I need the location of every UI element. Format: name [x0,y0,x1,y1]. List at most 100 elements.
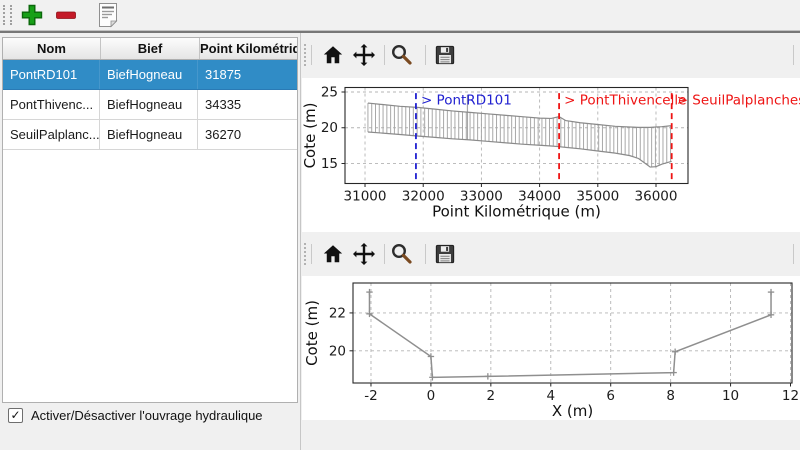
structures-panel: Nom Bief Point Kilométrique PontRD101 Bi… [0,33,300,450]
table-row[interactable]: PontThivenc... BiefHogneau 34335 [3,90,297,120]
toolbar-drag-handle[interactable] [304,243,309,265]
cell-bief: BiefHogneau [100,120,198,149]
structure-marker-label: > SeuilPalplanches [677,93,800,109]
cell-bief: BiefHogneau [100,60,198,89]
svg-text:22: 22 [329,305,346,321]
svg-text:25: 25 [321,85,338,101]
home-button[interactable] [319,41,347,69]
toolbar-separator [793,45,794,65]
svg-text:32000: 32000 [402,189,445,205]
enable-structure-label[interactable]: Activer/Désactiver l'ouvrage hydraulique [31,407,263,423]
table-row[interactable]: SeuilPalplanc... BiefHogneau 36270 [3,120,297,150]
toolbar-separator [311,45,312,65]
toolbar-drag-handle[interactable] [3,5,12,25]
svg-text:-2: -2 [364,388,377,404]
toolbar-drag-handle[interactable] [304,44,309,66]
home-icon [323,245,343,263]
svg-text:8: 8 [666,388,675,404]
plots-panel: > PontRD101 > PontThivencelle > SeuilPalpl… [301,33,800,450]
svg-text:2: 2 [487,388,496,404]
svg-text:33000: 33000 [460,189,503,205]
profile-plot-toolbar [302,33,800,77]
minus-icon [56,11,76,19]
column-header-nom[interactable]: Nom [3,38,101,59]
y-axis-label: Cote (m) [302,103,319,169]
magnifier-icon [391,243,412,264]
profile-series [367,94,672,168]
svg-text:35000: 35000 [576,189,619,205]
svg-text:12: 12 [782,388,799,404]
section-figure: -2 0 2 4 6 8 10 12 20 22 X (m) Cote (m) [302,276,800,420]
add-structure-button[interactable] [18,2,46,28]
cell-pk: 36270 [205,127,242,142]
svg-text:34000: 34000 [518,189,561,205]
structure-marker-label: > PontThivencelle [564,93,686,109]
remove-structure-button[interactable] [52,2,80,28]
svg-text:6: 6 [606,388,615,404]
axis-labels: Point Kilométrique (m) Cote (m) [302,103,601,221]
profile-figure: > PontRD101 > PontThivencelle > SeuilPalpl… [302,78,800,232]
cell-nom: SeuilPalplanc... [3,120,100,149]
structure-annotations: > PontRD101 > PontThivencelle> SeuilPalpl… [415,93,800,184]
toolbar-separator [311,244,312,264]
zoom-button[interactable] [388,240,416,268]
axis-labels: X (m) Cote (m) [303,300,593,420]
edit-structure-button[interactable] [94,2,122,28]
svg-text:0: 0 [427,388,436,404]
checkmark-icon: ✓ [10,407,21,422]
cell-pk: 31875 [205,67,242,82]
y-axis-label: Cote (m) [303,300,321,366]
svg-text:20: 20 [329,343,346,359]
magnifier-icon [391,44,412,65]
cell-bief: BiefHogneau [100,90,198,119]
svg-text:4: 4 [546,388,555,404]
toolbar-shadow-line [0,31,800,33]
section-chart-canvas[interactable]: -2 0 2 4 6 8 10 12 20 22 X (m) Cote (m) [302,276,800,420]
panel-divider[interactable] [300,33,301,450]
pan-icon [353,243,375,265]
x-axis-label: Point Kilométrique (m) [432,203,601,221]
toolbar-separator [384,45,385,65]
table-row[interactable]: PontRD101 BiefHogneau 31875 [3,60,297,90]
section-plot-toolbar [302,232,800,276]
save-icon [435,45,455,65]
toolbar-separator [425,45,426,65]
home-icon [323,46,343,64]
home-button[interactable] [319,240,347,268]
save-button[interactable] [431,240,459,268]
document-icon [99,3,118,28]
toolbar-separator [425,244,426,264]
svg-text:15: 15 [321,156,338,172]
zoom-button[interactable] [388,41,416,69]
tick-labels: 31000 32000 33000 34000 35000 36000 15 20 25 [321,85,678,205]
svg-text:31000: 31000 [344,189,387,205]
structures-table: Nom Bief Point Kilométrique PontRD101 Bi… [2,37,298,403]
save-button[interactable] [431,41,459,69]
cell-nom: PontRD101 [3,60,100,89]
main-toolbar [0,0,800,30]
axes-frame [344,86,689,185]
toolbar-separator [793,244,794,264]
enable-structure-checkbox[interactable]: ✓ [8,407,23,423]
tick-labels: -2 0 2 4 6 8 10 12 20 22 [329,305,799,404]
structure-marker-label: > PontRD101 [421,93,512,109]
section-series [366,288,775,381]
enable-structure-row: ✓ Activer/Désactiver l'ouvrage hydrauliq… [8,405,263,425]
plus-icon [21,4,43,26]
table-header: Nom Bief Point Kilométrique [3,38,297,60]
pan-button[interactable] [350,41,378,69]
profile-chart-canvas[interactable]: > PontRD101 > PontThivencelle> SeuilPalpl… [302,78,800,232]
svg-text:36000: 36000 [635,189,678,205]
cell-nom: PontThivenc... [3,90,100,119]
svg-text:10: 10 [722,388,739,404]
column-header-bief[interactable]: Bief [101,38,200,59]
svg-text:20: 20 [321,120,338,136]
toolbar-separator-line [0,30,800,31]
pan-button[interactable] [350,240,378,268]
grid-lines [353,283,792,383]
toolbar-separator [384,244,385,264]
axes-frame [352,282,793,384]
save-icon [435,244,455,264]
column-header-pk[interactable]: Point Kilométrique [200,41,297,56]
x-axis-label: X (m) [552,402,593,420]
